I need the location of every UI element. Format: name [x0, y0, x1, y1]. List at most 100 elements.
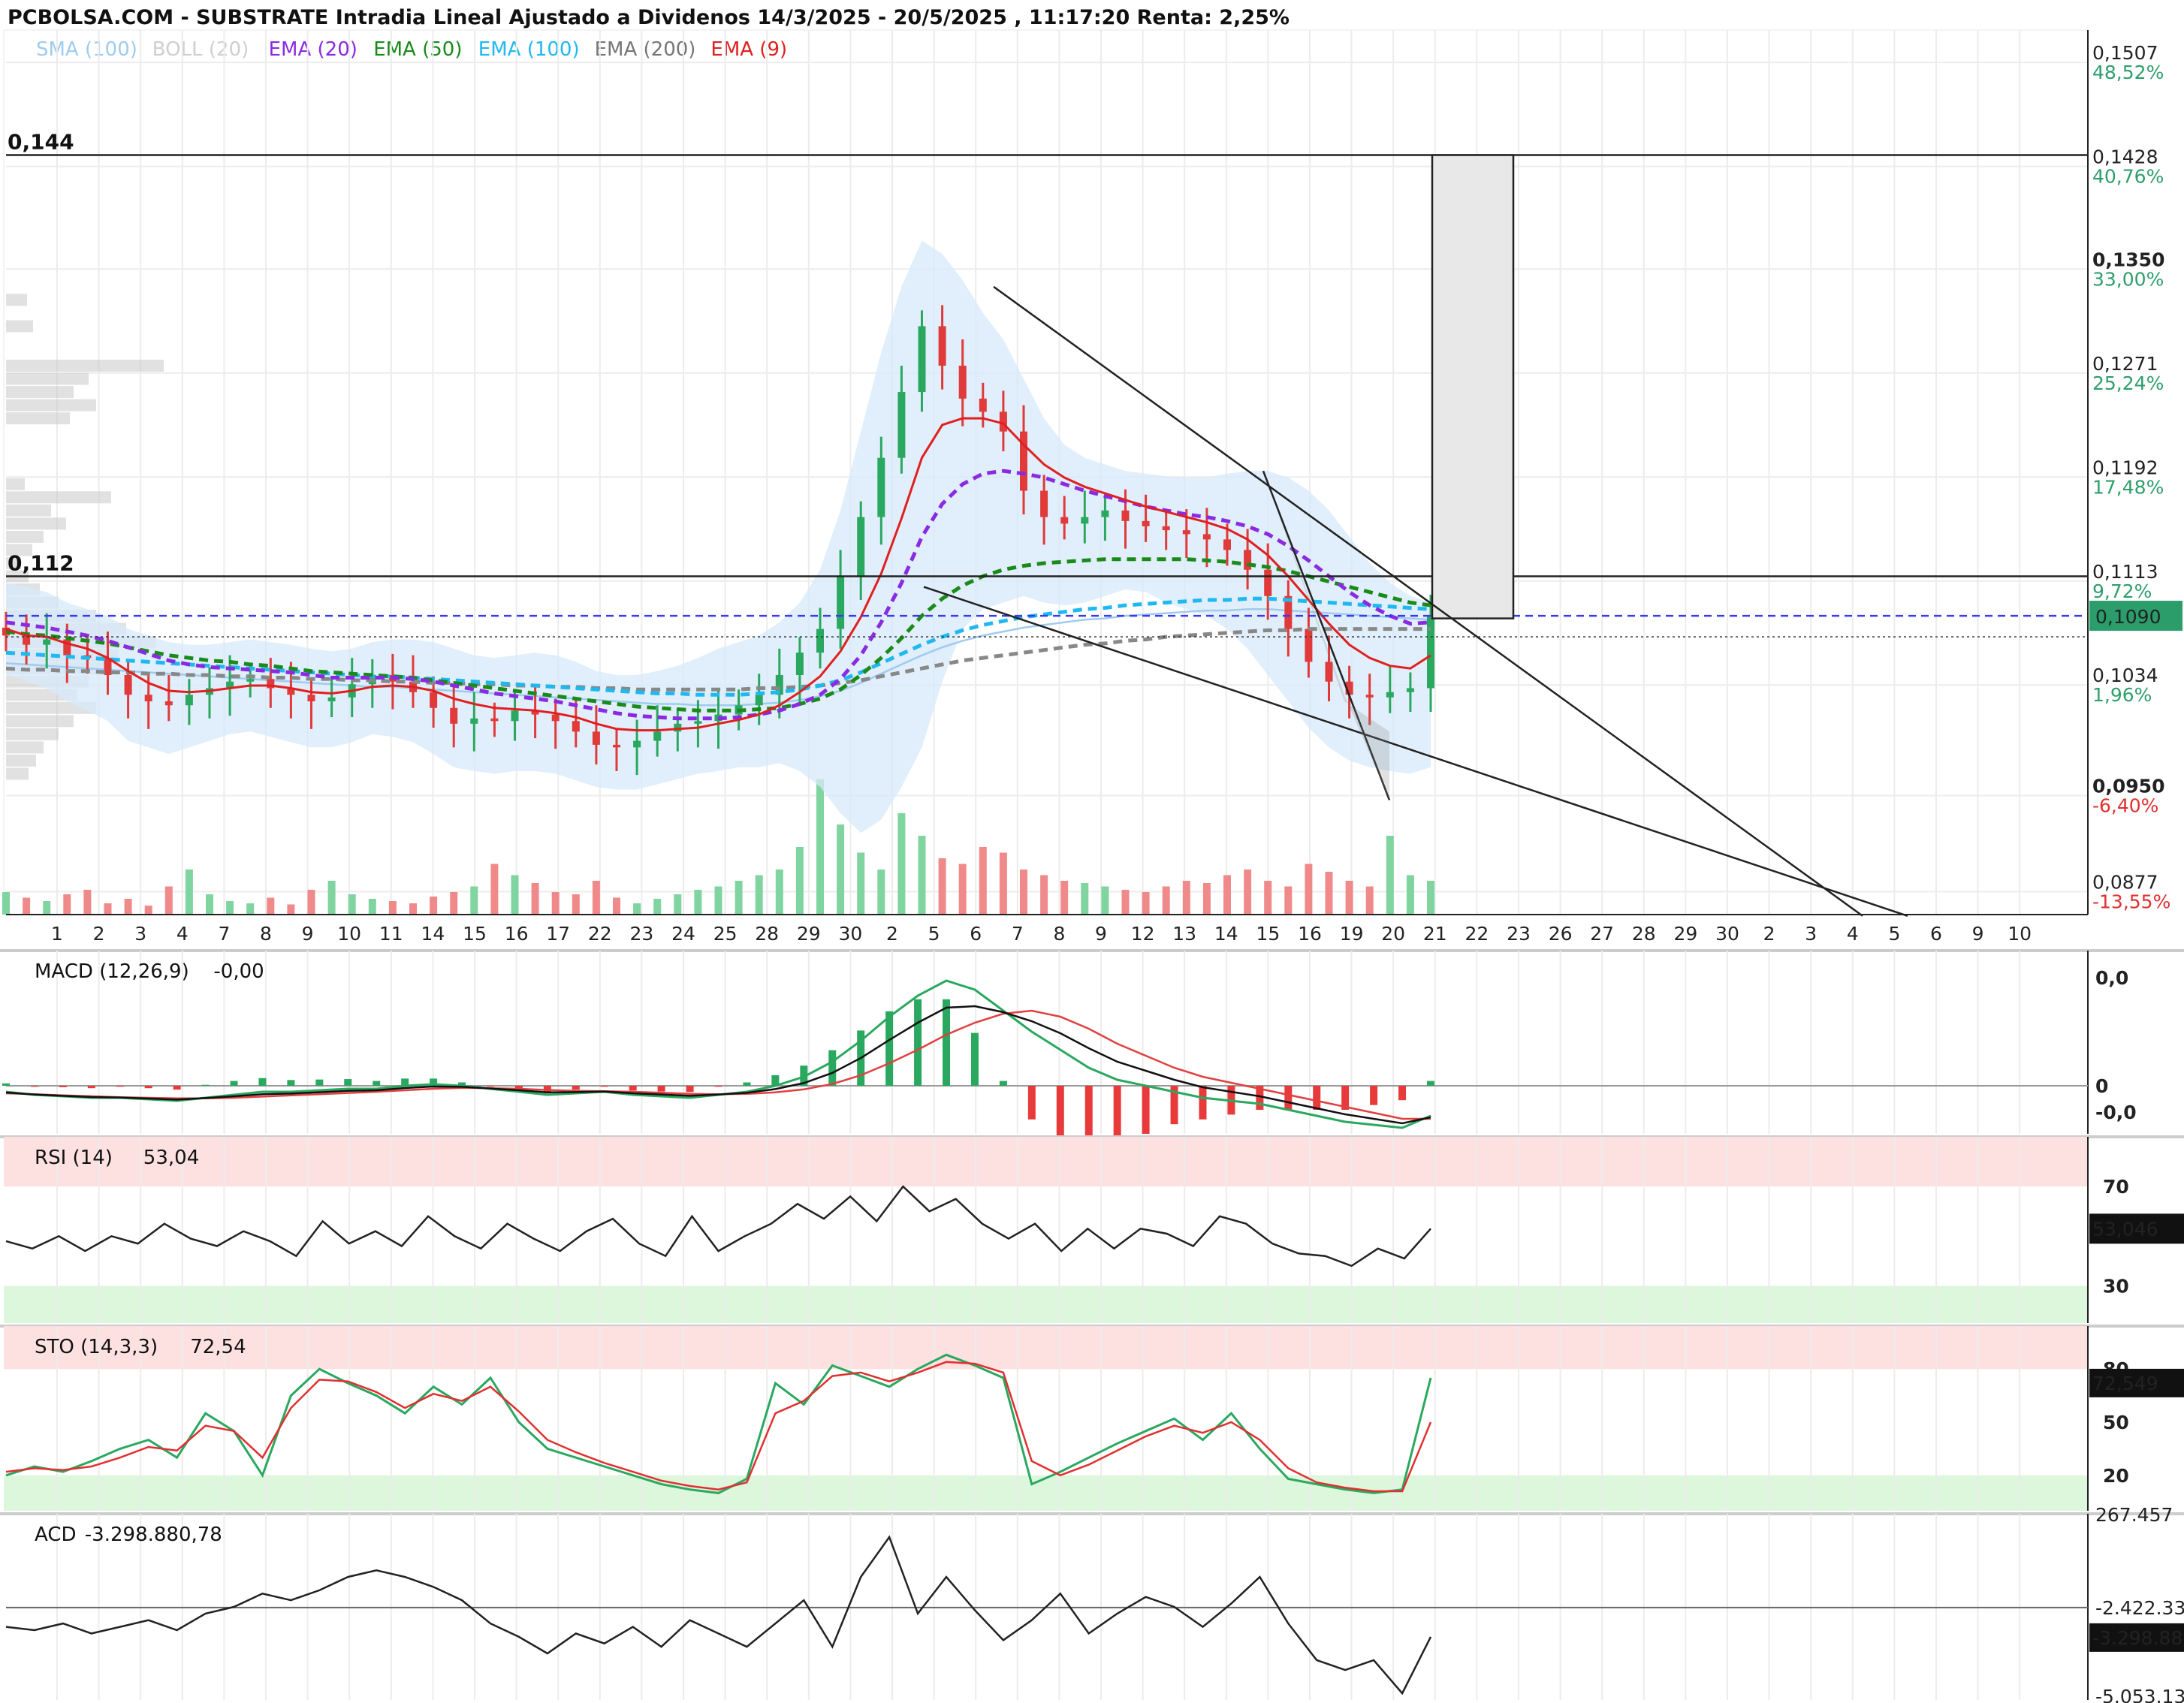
- candle-body: [23, 635, 31, 645]
- macd-hist-bar: [173, 1086, 181, 1090]
- trendline-upper: [993, 285, 1863, 917]
- candle-body: [430, 692, 438, 708]
- legend-item-3: EMA (50): [373, 38, 462, 61]
- candle-body: [1386, 692, 1394, 698]
- candle-body: [1345, 681, 1353, 695]
- candle-body: [1020, 431, 1027, 491]
- volume-bar: [490, 864, 499, 915]
- volume-bar: [185, 870, 193, 915]
- volume-bar: [1284, 886, 1293, 915]
- acd-line: [5, 1535, 1432, 1695]
- target-box: [1431, 154, 1515, 619]
- x-tick-36: 26: [1549, 923, 1573, 945]
- macd-hist-bar: [1427, 1081, 1434, 1086]
- price-tick-5: 0,1113: [2092, 561, 2158, 583]
- x-tick-19: 30: [838, 923, 862, 945]
- volume-bar: [653, 899, 662, 915]
- volume-bar: [267, 897, 275, 915]
- candle-body: [1406, 688, 1414, 692]
- panel-label: STO (14,3,3): [35, 1336, 158, 1358]
- candle-body: [1325, 662, 1333, 682]
- volume-bar: [735, 881, 743, 915]
- volume-bar: [450, 892, 458, 915]
- volume-profile-bar: [6, 556, 21, 569]
- sto-value-box: [2089, 1368, 2184, 1397]
- volume-profile-bar: [6, 412, 70, 425]
- volume-profile-bar: [6, 530, 44, 543]
- volume-profile-bar: [6, 715, 74, 728]
- candle-body: [795, 653, 804, 675]
- volume-bar: [1081, 883, 1089, 915]
- price-pct-4: 17,48%: [2092, 476, 2164, 498]
- volume-bar: [775, 870, 783, 915]
- macd-hist-bar: [1313, 1086, 1321, 1110]
- channel-shade: [1263, 471, 1389, 800]
- rsi-axis-30: 30: [2103, 1275, 2129, 1297]
- volume-bar: [551, 892, 560, 915]
- macd-hist-bar: [572, 1086, 580, 1090]
- volume-bar: [388, 901, 397, 915]
- price-pct-2: 33,00%: [2092, 268, 2164, 290]
- volume-bar: [1020, 870, 1027, 915]
- macd-hist-bar: [1142, 1086, 1150, 1134]
- x-tick-1: 2: [93, 923, 105, 945]
- macd-hist-bar: [116, 1086, 124, 1087]
- macd-hist-bar: [1284, 1086, 1293, 1110]
- trend-drawings: 0,144 0,112: [6, 130, 2088, 917]
- candle-body: [979, 398, 987, 412]
- ema20-line: [5, 469, 1431, 721]
- price-pct-7: -6,40%: [2092, 794, 2158, 816]
- legend-item-4: EMA (100): [478, 38, 580, 61]
- x-tick-27: 13: [1172, 923, 1196, 945]
- macd-hist-bar: [600, 1086, 608, 1087]
- ema200-line: [5, 627, 1431, 692]
- candle-body: [185, 695, 193, 706]
- x-tick-41: 2: [1763, 923, 1775, 945]
- macd-hist-bar: [344, 1079, 352, 1086]
- bollinger-band: [6, 240, 1431, 833]
- x-tick-20: 2: [886, 923, 898, 945]
- macd-axis-top: 0,0: [2095, 967, 2128, 989]
- volume-bar: [327, 881, 336, 915]
- candle-body: [551, 714, 560, 722]
- panel-band: [4, 1326, 2088, 1370]
- volume-bar: [1264, 881, 1272, 915]
- x-tick-39: 29: [1673, 923, 1697, 945]
- x-tick-8: 11: [379, 923, 403, 945]
- panel-value: -3.298.880,78: [85, 1524, 222, 1546]
- macd-panel: MACD (12,26,9) -0,00 0,0 0 -0,0: [0, 949, 2184, 1149]
- price-tick-3: 0,1271: [2092, 353, 2158, 375]
- volume-bar: [226, 901, 234, 915]
- x-tick-7: 10: [337, 923, 361, 945]
- candle-body: [470, 718, 478, 724]
- volume-bar: [694, 890, 702, 915]
- x-tick-40: 30: [1715, 923, 1739, 945]
- volume-bar: [1386, 836, 1394, 915]
- volume-bar: [1121, 890, 1130, 915]
- candle-body: [63, 639, 71, 656]
- sto-value-label: 72,549: [2092, 1373, 2158, 1394]
- candle-body: [1142, 520, 1150, 526]
- volume-bar: [206, 894, 213, 915]
- price-pct-3: 25,24%: [2092, 372, 2164, 394]
- volume-bar: [83, 890, 92, 915]
- candle-body: [531, 710, 539, 715]
- x-tick-29: 15: [1256, 923, 1280, 945]
- x-tick-18: 29: [797, 923, 821, 945]
- macd-hist-bar: [458, 1082, 466, 1086]
- panel-value: -0,00: [213, 960, 264, 983]
- volume-profile-bar: [6, 491, 111, 504]
- price-pct-6: 1,96%: [2092, 684, 2152, 706]
- volume-bar: [1305, 864, 1313, 915]
- macd-hist-bar: [258, 1078, 267, 1086]
- volume-profile-bar: [6, 544, 32, 556]
- volume-profile-bar: [6, 399, 96, 411]
- x-tick-14: 23: [629, 923, 653, 945]
- volume-bar: [837, 824, 845, 915]
- candle-body: [226, 681, 234, 689]
- panel-label: ACD: [35, 1524, 77, 1546]
- x-tick-3: 4: [176, 923, 189, 945]
- price-pct-1: 40,76%: [2092, 166, 2164, 188]
